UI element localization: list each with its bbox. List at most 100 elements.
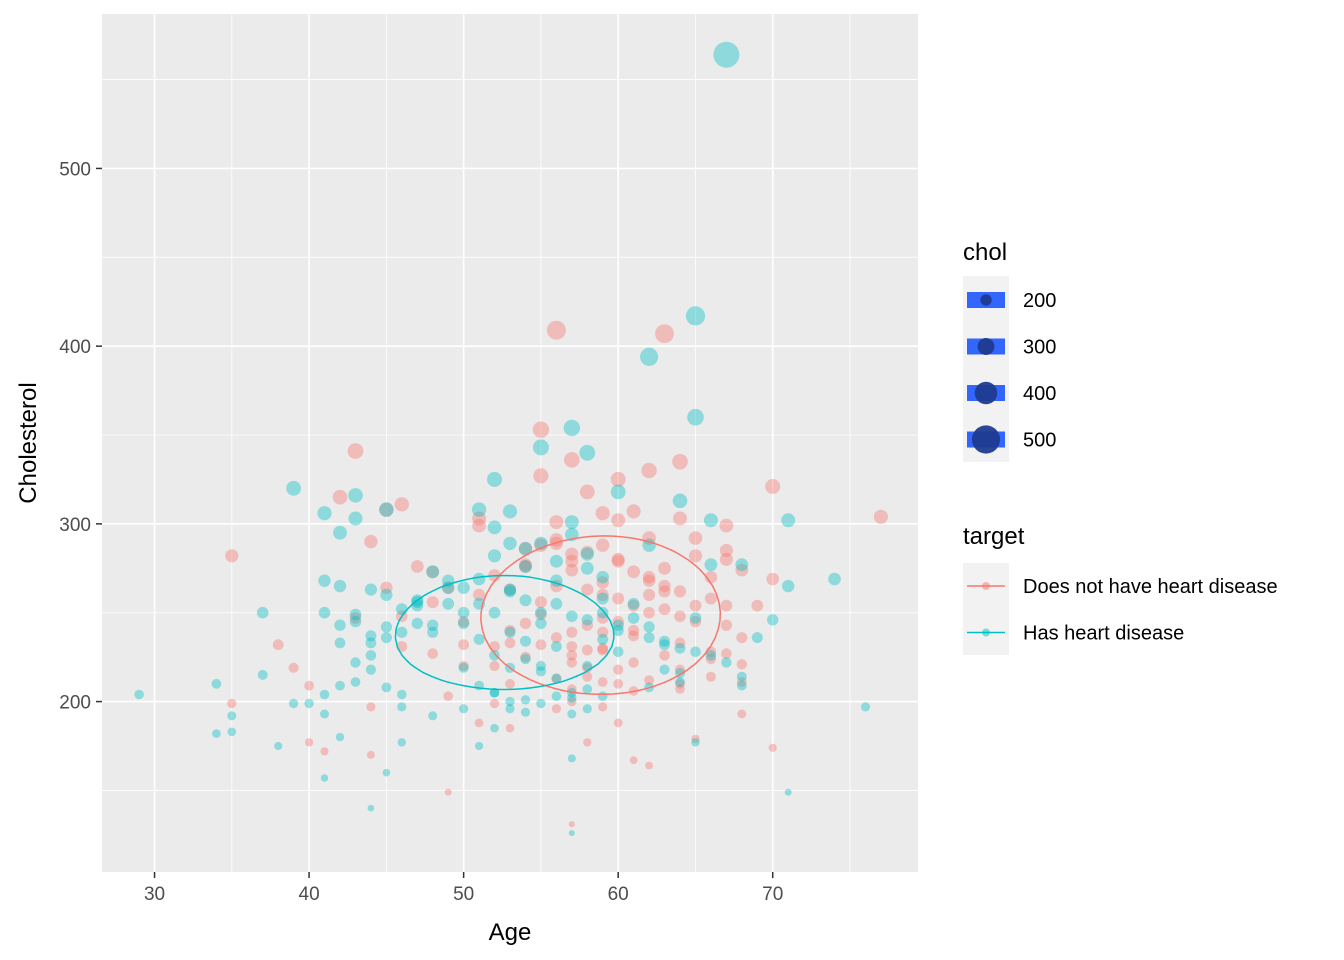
point-has-disease bbox=[333, 525, 347, 540]
point-has-disease bbox=[551, 673, 562, 684]
point-has-disease bbox=[502, 504, 518, 519]
point-has-disease bbox=[134, 689, 144, 700]
point-no-disease bbox=[532, 421, 550, 438]
point-no-disease bbox=[642, 574, 656, 587]
point-has-disease bbox=[564, 515, 579, 530]
point-no-disease bbox=[442, 581, 455, 594]
point-has-disease bbox=[563, 419, 580, 437]
point-has-disease bbox=[350, 657, 361, 668]
point-no-disease bbox=[627, 565, 640, 579]
point-has-disease bbox=[442, 597, 455, 610]
point-no-disease bbox=[582, 671, 593, 682]
point-has-disease bbox=[317, 506, 332, 521]
point-has-disease bbox=[687, 408, 704, 426]
point-no-disease bbox=[364, 534, 378, 549]
point-has-disease bbox=[659, 664, 670, 675]
point-no-disease bbox=[534, 596, 547, 609]
point-no-disease bbox=[566, 641, 578, 652]
point-has-disease bbox=[580, 561, 594, 575]
point-has-disease bbox=[380, 632, 392, 644]
point-no-disease bbox=[611, 554, 625, 568]
point-has-disease bbox=[379, 502, 394, 517]
point-no-disease bbox=[366, 702, 376, 712]
point-has-disease bbox=[703, 513, 718, 528]
point-has-disease bbox=[348, 511, 363, 526]
size-key-circle bbox=[971, 425, 1001, 454]
point-has-disease bbox=[596, 570, 609, 584]
point-has-disease bbox=[535, 606, 547, 619]
point-no-disease bbox=[736, 632, 748, 644]
size-legend-title: chol bbox=[963, 239, 1007, 266]
point-has-disease bbox=[782, 579, 795, 593]
point-no-disease bbox=[568, 821, 575, 828]
point-no-disease bbox=[598, 702, 608, 712]
point-has-disease bbox=[382, 768, 391, 777]
point-no-disease bbox=[736, 677, 747, 687]
point-has-disease bbox=[705, 650, 717, 661]
point-no-disease bbox=[565, 547, 579, 561]
point-has-disease bbox=[365, 664, 376, 675]
point-no-disease bbox=[394, 497, 409, 512]
point-has-disease bbox=[288, 698, 299, 709]
point-has-disease bbox=[532, 439, 549, 456]
x-tick-label: 50 bbox=[453, 884, 474, 905]
point-no-disease bbox=[518, 542, 533, 556]
point-no-disease bbox=[597, 644, 609, 656]
point-no-disease bbox=[227, 698, 237, 709]
point-has-disease bbox=[505, 704, 515, 714]
point-has-disease bbox=[365, 650, 377, 661]
point-has-disease bbox=[612, 619, 624, 631]
point-no-disease bbox=[658, 579, 671, 593]
point-has-disease bbox=[549, 554, 563, 568]
point-no-disease bbox=[410, 560, 424, 573]
point-has-disease bbox=[582, 704, 592, 714]
point-no-disease bbox=[768, 743, 777, 752]
point-has-disease bbox=[428, 711, 438, 721]
point-has-disease bbox=[567, 693, 577, 703]
point-has-disease bbox=[457, 617, 470, 630]
point-has-disease bbox=[457, 606, 470, 619]
point-has-disease bbox=[581, 614, 593, 626]
point-has-disease bbox=[488, 606, 501, 619]
point-no-disease bbox=[457, 615, 470, 628]
point-no-disease bbox=[765, 479, 781, 494]
point-no-disease bbox=[426, 596, 439, 609]
point-no-disease bbox=[304, 738, 314, 747]
point-has-disease bbox=[685, 306, 706, 326]
point-no-disease bbox=[719, 518, 734, 533]
size-key-label: 500 bbox=[1023, 430, 1056, 452]
point-has-disease bbox=[380, 588, 393, 602]
point-has-disease bbox=[286, 480, 301, 496]
point-no-disease bbox=[551, 673, 562, 684]
x-tick-label: 60 bbox=[608, 884, 629, 905]
point-no-disease bbox=[320, 747, 329, 756]
point-has-disease bbox=[596, 606, 609, 619]
point-no-disease bbox=[627, 599, 640, 612]
point-has-disease bbox=[397, 689, 407, 700]
point-no-disease bbox=[565, 554, 579, 568]
point-has-disease bbox=[335, 732, 345, 742]
point-no-disease bbox=[505, 678, 515, 689]
point-has-disease bbox=[713, 41, 740, 68]
y-axis: 200 300 400 500 bbox=[59, 159, 102, 714]
point-no-disease bbox=[689, 599, 702, 612]
point-no-disease bbox=[332, 489, 348, 505]
point-has-disease bbox=[579, 444, 596, 461]
point-no-disease bbox=[427, 648, 439, 659]
point-no-disease bbox=[658, 585, 671, 598]
point-no-disease bbox=[643, 588, 656, 602]
point-has-disease bbox=[642, 538, 656, 552]
point-no-disease bbox=[675, 678, 685, 689]
point-has-disease bbox=[612, 624, 624, 637]
point-no-disease bbox=[474, 718, 484, 728]
point-has-disease bbox=[211, 678, 222, 689]
color-key-label: Has heart disease bbox=[1023, 623, 1184, 645]
point-no-disease bbox=[688, 531, 703, 545]
point-has-disease bbox=[458, 662, 469, 673]
y-tick-label: 400 bbox=[59, 337, 91, 358]
point-has-disease bbox=[503, 583, 517, 596]
point-has-disease bbox=[256, 606, 269, 619]
point-no-disease bbox=[611, 552, 625, 566]
point-has-disease bbox=[318, 606, 331, 619]
point-no-disease bbox=[581, 583, 594, 596]
